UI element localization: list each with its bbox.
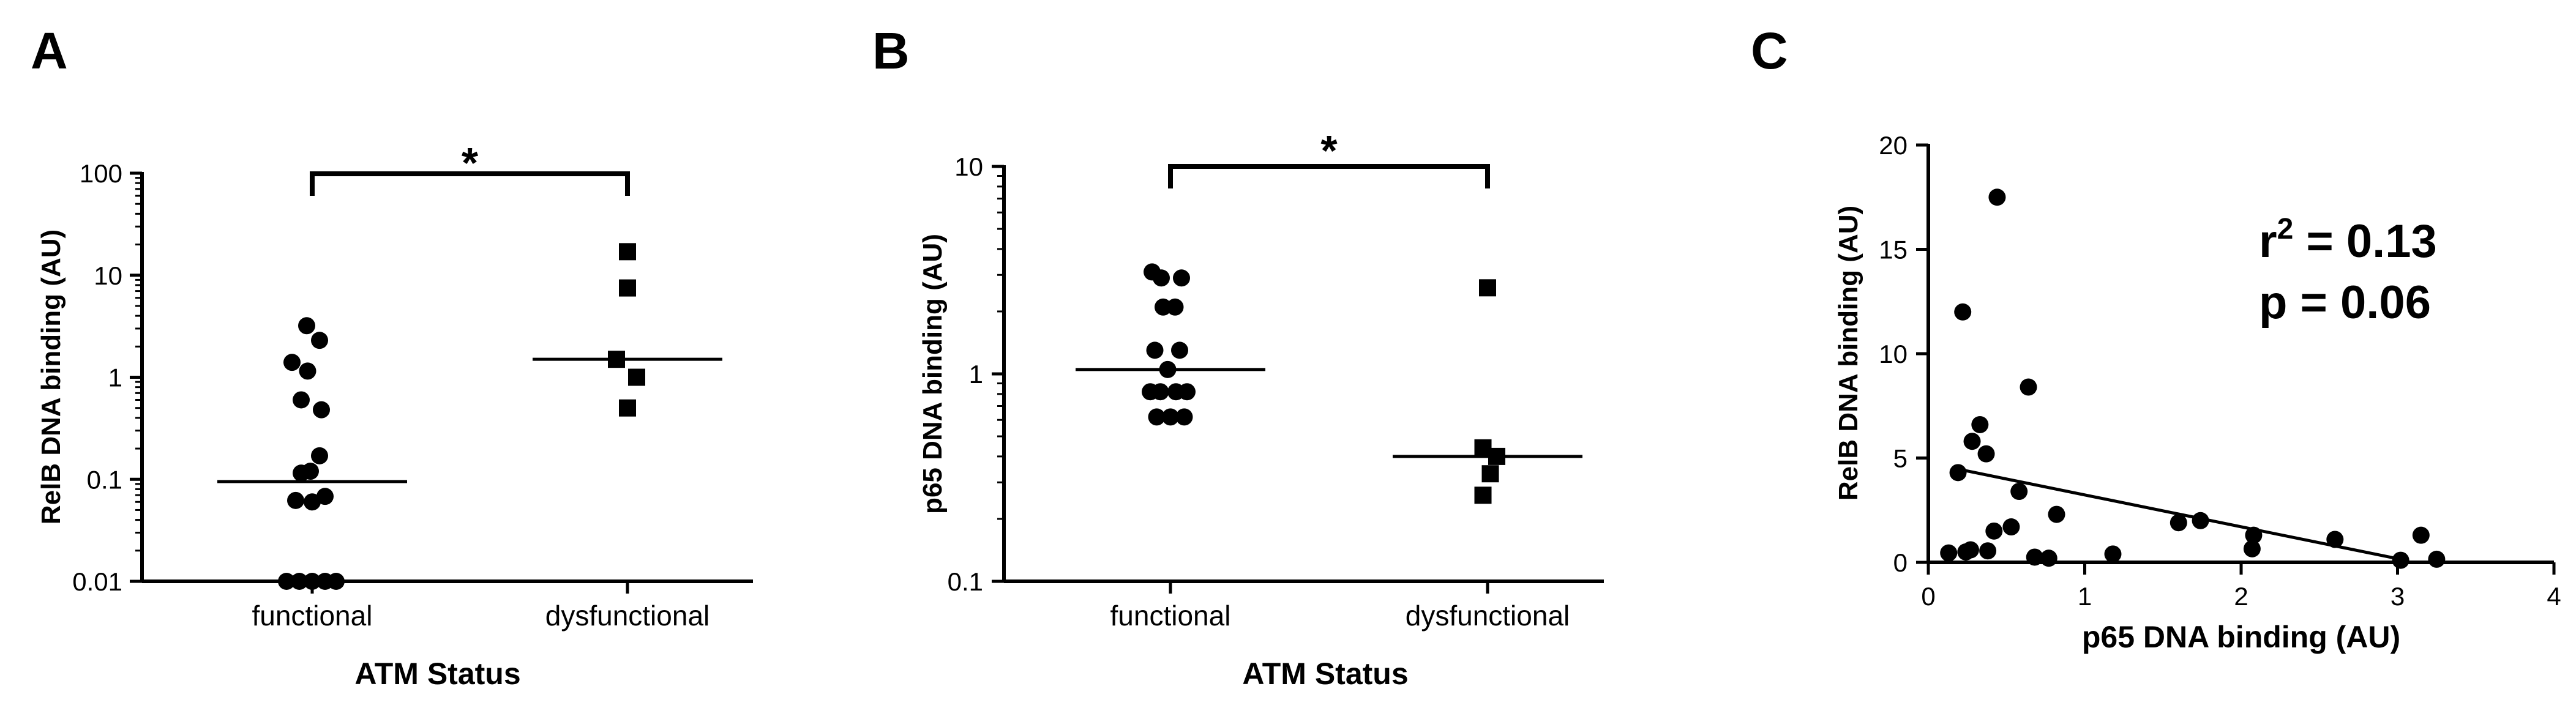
- y-tick-label: 1: [969, 360, 983, 389]
- panel-letter: B: [872, 22, 910, 80]
- y-tick-label: 1: [108, 363, 122, 392]
- data-point-circle: [293, 391, 310, 409]
- data-point-circle: [328, 573, 345, 590]
- data-point-circle: [2002, 518, 2020, 536]
- data-point-circle: [1940, 544, 1958, 562]
- significance-bracket: [310, 171, 630, 196]
- data-point-circle: [1977, 445, 1995, 463]
- significance-label: *: [1320, 127, 1338, 174]
- data-point-circle: [1166, 298, 1184, 316]
- y-tick-label: 20: [1879, 131, 1908, 160]
- data-point-circle: [2048, 505, 2065, 523]
- data-point-square: [619, 399, 636, 417]
- significance-label: *: [462, 139, 479, 187]
- y-tick-label: 10: [1879, 340, 1908, 368]
- data-point-square: [1474, 486, 1492, 504]
- data-point-circle: [1171, 341, 1188, 359]
- data-point-circle: [1988, 188, 2006, 206]
- data-point-circle: [1971, 415, 1989, 433]
- data-point-square: [628, 368, 645, 386]
- data-point-circle: [2020, 378, 2037, 396]
- data-point-circle: [1153, 269, 1170, 287]
- x-tick-label: 2: [2234, 582, 2248, 611]
- data-point-square: [619, 243, 636, 261]
- panel-letter: A: [31, 22, 68, 80]
- data-point-circle: [1148, 408, 1166, 426]
- y-axis-title: p65 DNA binding (AU): [918, 234, 948, 514]
- data-point-circle: [2243, 540, 2261, 557]
- data-point-circle: [2104, 545, 2122, 563]
- x-tick-label: dysfunctional: [545, 600, 710, 632]
- data-point-circle: [1146, 341, 1164, 359]
- data-point-circle: [291, 573, 308, 590]
- data-point-circle: [304, 573, 321, 590]
- data-point-circle: [1173, 269, 1190, 287]
- data-point-circle: [2026, 548, 2043, 566]
- y-tick-label: 5: [1893, 444, 1908, 473]
- y-tick-label: 0: [1893, 548, 1908, 577]
- data-point-circle: [2428, 550, 2446, 568]
- data-point-circle: [316, 488, 334, 505]
- data-point-circle: [299, 362, 316, 380]
- y-tick-label: 10: [954, 152, 983, 181]
- data-point-circle: [1178, 383, 1196, 401]
- panel-c: C 0 5 10 15 20 0 1 2 3 4 p65 DNA binding (AU) RelB D…: [1751, 22, 2561, 654]
- x-tick-label: 4: [2547, 582, 2561, 611]
- panel-letter: C: [1751, 22, 1788, 80]
- data-point-circle: [298, 317, 315, 335]
- data-point-circle: [1963, 433, 1981, 450]
- data-point-circle: [1979, 542, 1997, 560]
- data-point-square: [1481, 465, 1499, 483]
- significance-bracket: [1168, 164, 1490, 188]
- data-point-circle: [304, 493, 321, 511]
- x-axis-title: p65 DNA binding (AU): [2082, 620, 2400, 654]
- y-axis-title: RelB DNA binding (AU): [1833, 206, 1863, 501]
- data-point-circle: [2245, 526, 2263, 544]
- x-tick-label: functional: [252, 600, 373, 632]
- data-point-circle: [2412, 526, 2430, 544]
- data-point-circle: [1949, 464, 1967, 482]
- data-point-circle: [1155, 298, 1172, 316]
- data-point-circle: [1175, 408, 1193, 426]
- data-point-circle: [2170, 514, 2187, 532]
- data-point-circle: [283, 354, 301, 371]
- y-tick-label: 100: [80, 159, 122, 188]
- x-axis-title: ATM Status: [1242, 657, 1408, 691]
- x-tick-label: dysfunctional: [1406, 600, 1570, 632]
- data-point-circle: [2010, 483, 2028, 501]
- x-axis-title: ATM Status: [354, 657, 520, 691]
- r-squared-label: r2 = 0.13: [2259, 213, 2437, 267]
- panel-a: A 0.01 0.1 1 10 100 functional dysfunctional ATM…: [31, 22, 753, 691]
- data-point-circle: [287, 491, 304, 509]
- data-point-square: [1479, 279, 1496, 297]
- y-tick-label: 0.1: [87, 465, 122, 494]
- data-point-circle: [311, 447, 328, 464]
- panel-b: B 0.1 1 10 functional dysfunctional ATM Status…: [872, 22, 1604, 691]
- data-point-circle: [2040, 550, 2057, 567]
- data-point-circle: [313, 401, 330, 419]
- x-tick-label: 0: [1921, 582, 1935, 611]
- y-tick-label: 15: [1879, 236, 1908, 264]
- data-point-circle: [311, 332, 328, 349]
- data-point-circle: [2192, 512, 2209, 529]
- data-point-circle: [278, 573, 295, 590]
- data-point-circle: [1151, 383, 1169, 401]
- y-axis-title: RelB DNA binding (AU): [36, 229, 66, 524]
- x-tick-label: functional: [1110, 600, 1231, 632]
- x-tick-label: 3: [2391, 582, 2405, 611]
- y-tick-label: 0.1: [948, 567, 983, 596]
- data-point-circle: [1985, 522, 2003, 540]
- data-point-square: [619, 279, 636, 297]
- data-point-circle: [1162, 408, 1179, 426]
- data-point-circle: [1954, 303, 1972, 321]
- x-tick-label: 1: [2078, 582, 2092, 611]
- data-point-circle: [1961, 541, 1979, 559]
- data-point-circle: [2392, 551, 2409, 569]
- p-value-label: p = 0.06: [2259, 277, 2431, 329]
- data-point-circle: [2326, 531, 2344, 548]
- data-point-circle: [302, 463, 319, 480]
- y-tick-label: 10: [94, 261, 122, 290]
- y-tick-label: 0.01: [72, 567, 122, 596]
